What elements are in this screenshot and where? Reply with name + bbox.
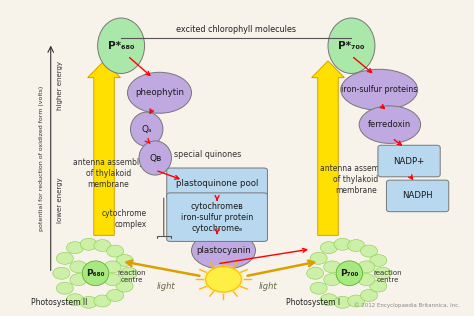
Ellipse shape xyxy=(320,242,337,254)
FancyBboxPatch shape xyxy=(378,145,440,177)
Text: Qₐ: Qₐ xyxy=(141,125,152,134)
FancyArrow shape xyxy=(88,61,120,235)
Ellipse shape xyxy=(104,261,121,273)
Text: higher energy: higher energy xyxy=(57,61,63,110)
FancyBboxPatch shape xyxy=(167,193,267,241)
Text: Photosystem I: Photosystem I xyxy=(286,298,340,307)
Ellipse shape xyxy=(307,267,324,279)
Ellipse shape xyxy=(139,141,172,175)
Ellipse shape xyxy=(66,294,83,306)
Circle shape xyxy=(203,265,244,294)
Ellipse shape xyxy=(80,238,97,250)
Ellipse shape xyxy=(116,254,133,266)
Ellipse shape xyxy=(53,267,70,279)
Ellipse shape xyxy=(341,69,418,110)
Ellipse shape xyxy=(80,296,97,308)
Ellipse shape xyxy=(104,274,121,286)
Ellipse shape xyxy=(130,112,163,146)
FancyArrow shape xyxy=(311,61,345,235)
Text: reaction
centre: reaction centre xyxy=(374,270,402,283)
Ellipse shape xyxy=(107,245,124,257)
Ellipse shape xyxy=(320,294,337,306)
Ellipse shape xyxy=(324,261,341,273)
Ellipse shape xyxy=(94,240,111,252)
Text: ferredoxin: ferredoxin xyxy=(368,120,411,129)
Ellipse shape xyxy=(70,274,87,286)
Ellipse shape xyxy=(370,254,387,266)
Text: plastocyanin: plastocyanin xyxy=(196,246,251,255)
Ellipse shape xyxy=(360,245,377,257)
Ellipse shape xyxy=(116,280,133,292)
Ellipse shape xyxy=(359,106,420,143)
Ellipse shape xyxy=(66,242,83,254)
Text: P₇₀₀: P₇₀₀ xyxy=(340,269,358,278)
Text: iron-sulfur proteins: iron-sulfur proteins xyxy=(341,85,418,94)
Text: pheophytin: pheophytin xyxy=(135,88,184,97)
Text: P*₆₈₀: P*₆₈₀ xyxy=(108,41,134,51)
Text: P*₇₀₀: P*₇₀₀ xyxy=(338,41,365,51)
Text: antenna assembly
of thylakoid
membrane: antenna assembly of thylakoid membrane xyxy=(73,158,144,189)
Ellipse shape xyxy=(328,18,375,74)
Text: Qʙ: Qʙ xyxy=(149,154,161,162)
Text: NADPH: NADPH xyxy=(402,191,433,200)
Text: Photosystem II: Photosystem II xyxy=(31,298,87,307)
Text: cytochromeʙ
iron-sulfur protein
cytochromeₑ: cytochromeʙ iron-sulfur protein cytochro… xyxy=(181,202,253,233)
Text: reaction
centre: reaction centre xyxy=(118,270,146,283)
Text: lower energy: lower energy xyxy=(57,178,63,223)
Text: plastoquinone pool: plastoquinone pool xyxy=(176,179,258,188)
Ellipse shape xyxy=(358,261,375,273)
FancyBboxPatch shape xyxy=(167,168,267,200)
Ellipse shape xyxy=(70,261,87,273)
Ellipse shape xyxy=(56,252,73,264)
Ellipse shape xyxy=(347,295,365,307)
FancyBboxPatch shape xyxy=(386,180,449,212)
Ellipse shape xyxy=(360,289,377,301)
Ellipse shape xyxy=(334,238,351,250)
Ellipse shape xyxy=(324,274,341,286)
Text: © 2012 Encyclopaedia Britannica, Inc.: © 2012 Encyclopaedia Britannica, Inc. xyxy=(354,302,460,308)
Text: antenna assembly
of thylakoid
membrane: antenna assembly of thylakoid membrane xyxy=(320,164,391,195)
Text: potential for reduction of oxidized form (volts): potential for reduction of oxidized form… xyxy=(39,85,44,231)
Circle shape xyxy=(206,267,241,292)
Text: NADP+: NADP+ xyxy=(393,156,425,166)
Ellipse shape xyxy=(334,296,351,308)
Ellipse shape xyxy=(107,289,124,301)
Ellipse shape xyxy=(98,18,145,74)
Text: excited chlorophyll molecules: excited chlorophyll molecules xyxy=(176,25,296,33)
Ellipse shape xyxy=(128,72,191,113)
Ellipse shape xyxy=(358,274,375,286)
Ellipse shape xyxy=(310,252,327,264)
Ellipse shape xyxy=(336,261,363,286)
Ellipse shape xyxy=(191,232,255,269)
Ellipse shape xyxy=(370,280,387,292)
Text: P₆₈₀: P₆₈₀ xyxy=(86,269,105,278)
Ellipse shape xyxy=(347,240,365,252)
Ellipse shape xyxy=(94,295,111,307)
Text: special quinones: special quinones xyxy=(174,150,242,160)
Ellipse shape xyxy=(82,261,109,286)
Text: cytochrome
complex: cytochrome complex xyxy=(101,209,146,229)
Ellipse shape xyxy=(310,282,327,294)
Text: light: light xyxy=(156,283,175,291)
Ellipse shape xyxy=(120,267,137,279)
Text: light: light xyxy=(259,283,278,291)
Ellipse shape xyxy=(374,267,391,279)
Ellipse shape xyxy=(56,282,73,294)
